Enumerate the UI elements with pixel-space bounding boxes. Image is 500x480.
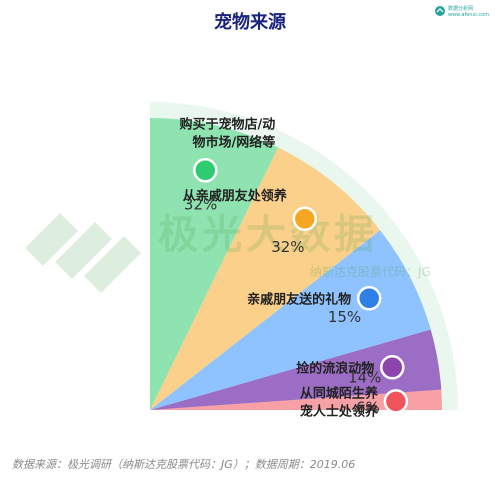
slice-category-label-5: 购买于宠物店/动物市场/网络等 <box>180 116 276 150</box>
slice-marker-1 <box>383 389 409 414</box>
slice-marker-2 <box>380 355 405 380</box>
page-title: 宠物来源 <box>214 12 286 33</box>
pie-slice-5 <box>150 118 278 410</box>
slice-value-label-4: 32% <box>271 238 304 256</box>
corner-logo-line2: www.afenxi.com <box>448 12 489 18</box>
pie-slice-3 <box>150 230 431 410</box>
pie-slice-1 <box>150 389 442 410</box>
corner-logo: 数据分析网 www.afenxi.com <box>435 5 489 18</box>
pie-slice-4 <box>150 147 381 411</box>
source-note: 数据来源：极光调研（纳斯达克股票代码：JG）；数据周期：2019.06 <box>12 458 356 471</box>
watermark-logo-icon <box>25 213 141 293</box>
slice-value-label-2: 14% <box>348 369 381 387</box>
corner-logo-line1: 数据分析网 <box>448 5 473 12</box>
slice-category-label-2: 捡的流浪动物 <box>296 360 374 376</box>
corner-logo-icon <box>435 6 445 16</box>
slice-category-label-1: 从同城陌生养宠人士处领养 <box>300 385 379 419</box>
watermark-brand: 极光大数据 <box>158 212 378 258</box>
slice-category-label-4: 从亲戚朋友处领养 <box>183 188 288 204</box>
slice-marker-4 <box>292 206 318 232</box>
slice-value-label-3: 15% <box>328 308 361 326</box>
slice-marker-3 <box>356 286 382 311</box>
watermark-subtext: 纳斯达克股票代码：JG <box>310 265 431 279</box>
slice-value-label-1: 6% <box>356 399 380 417</box>
slice-category-label-3: 亲戚朋友送的礼物 <box>247 291 351 307</box>
pie-slice-2 <box>150 329 442 410</box>
slice-value-label-5: 32% <box>184 196 217 214</box>
slice-marker-5 <box>193 158 218 183</box>
